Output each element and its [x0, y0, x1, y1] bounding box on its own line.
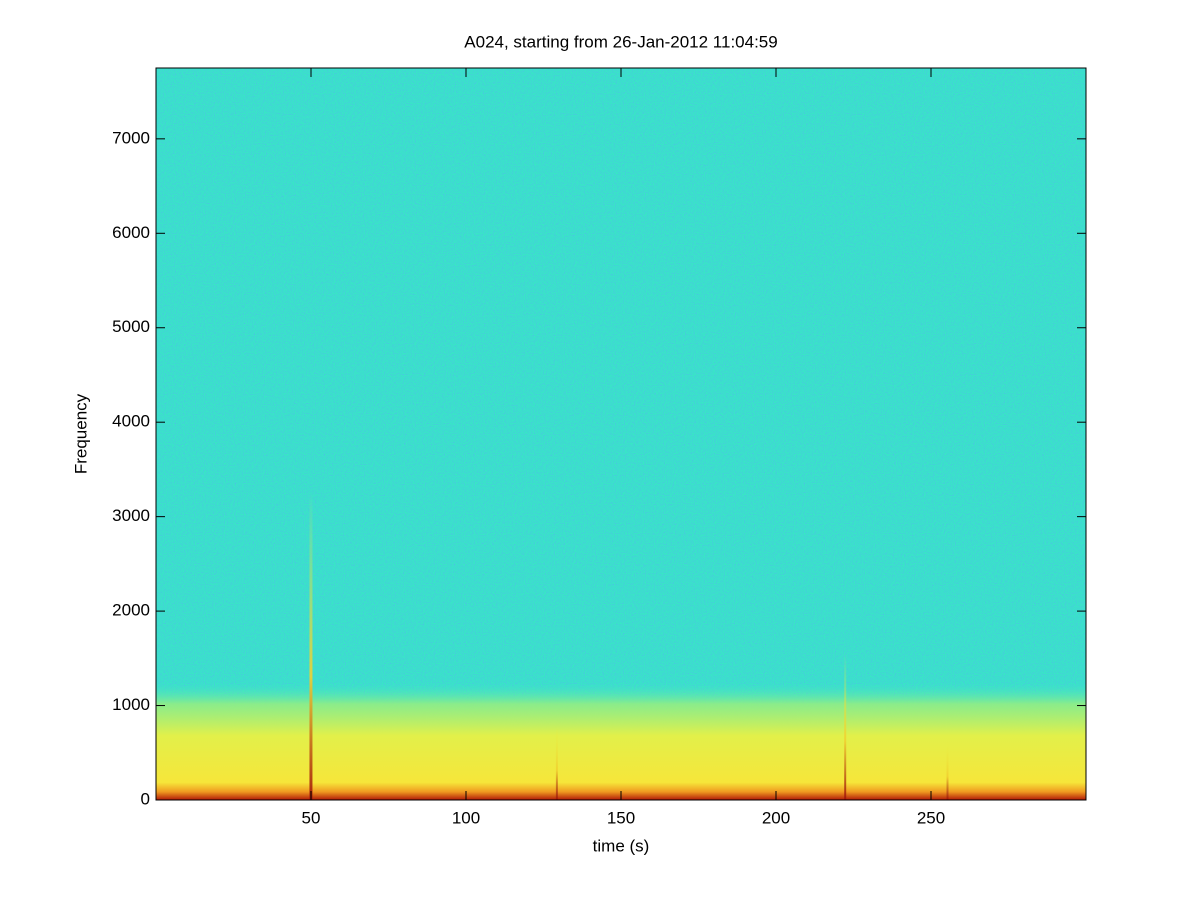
- plot-area: [155, 67, 1087, 801]
- x-tick-label: 250: [917, 808, 945, 827]
- chart-title: A024, starting from 26-Jan-2012 11:04:59: [464, 32, 777, 51]
- spectrogram-spike: [946, 741, 949, 800]
- y-tick-label: 2000: [112, 601, 150, 620]
- spectrogram-spike: [844, 653, 847, 800]
- y-tick-label: 5000: [112, 317, 150, 336]
- x-axis-label: time (s): [593, 836, 650, 855]
- y-tick-label: 3000: [112, 506, 150, 525]
- y-tick-label: 0: [141, 789, 150, 808]
- spectrogram-spike: [309, 492, 313, 800]
- y-tick-label: 7000: [112, 128, 150, 147]
- y-tick-label: 1000: [112, 695, 150, 714]
- x-tick-label: 100: [452, 808, 480, 827]
- y-tick-label: 6000: [112, 223, 150, 242]
- y-tick-label: 4000: [112, 412, 150, 431]
- x-tick-label: 150: [607, 808, 635, 827]
- y-axis-label: Frequency: [71, 393, 90, 474]
- x-tick-label: 50: [302, 808, 321, 827]
- x-tick-label: 200: [762, 808, 790, 827]
- spectrogram-spike: [555, 726, 558, 800]
